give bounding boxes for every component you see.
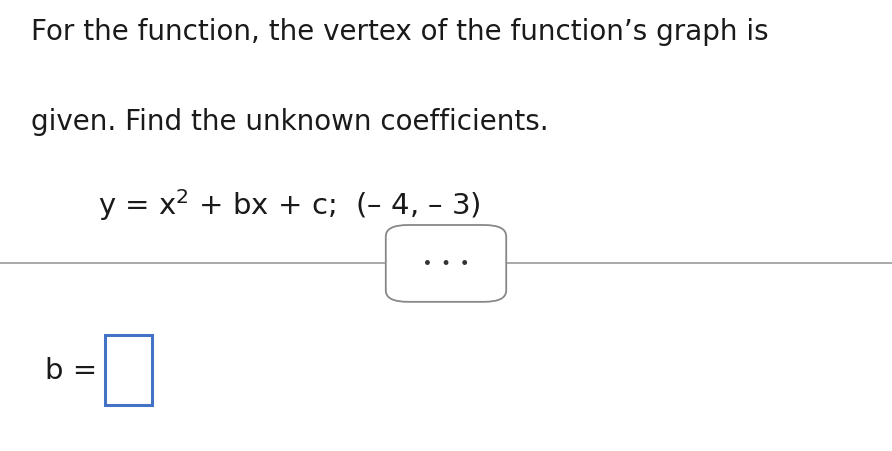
Text: For the function, the vertex of the function’s graph is: For the function, the vertex of the func… <box>31 18 769 46</box>
Text: given. Find the unknown coefficients.: given. Find the unknown coefficients. <box>31 108 549 136</box>
Text: b =: b = <box>45 356 106 384</box>
Text: •  •  •: • • • <box>423 257 469 271</box>
FancyBboxPatch shape <box>385 226 507 302</box>
Text: y = x$^2$ + bx + c;  (– 4, – 3): y = x$^2$ + bx + c; (– 4, – 3) <box>98 187 481 223</box>
FancyBboxPatch shape <box>105 335 152 405</box>
